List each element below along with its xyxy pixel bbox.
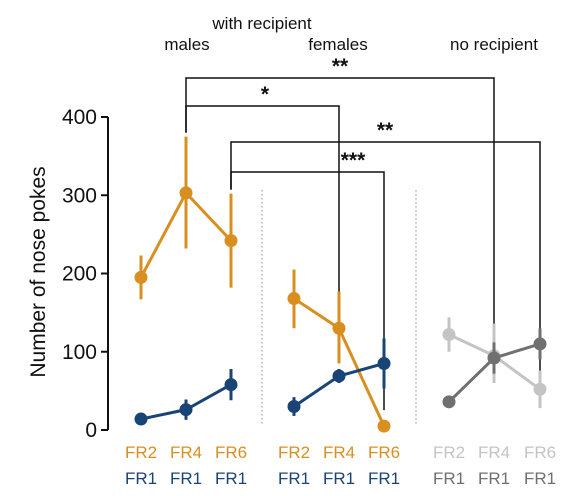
significance-label-1: * (261, 83, 270, 106)
data-point-g0-s1-2 (224, 378, 238, 392)
y-axis: 0 100 200 300 400 (62, 106, 109, 442)
data-point-g1-s0-0 (287, 292, 301, 306)
y-tick-label-0: 0 (85, 419, 97, 442)
y-axis-label: Number of nose pokes (27, 166, 50, 377)
header-males: males (164, 35, 209, 54)
y-tick-label-2: 200 (62, 263, 97, 286)
x-label-g0-s0-2: FR6 (215, 443, 247, 462)
data-point-g2-s1-2 (533, 337, 547, 351)
x-label-g2-s1-1: FR1 (478, 469, 510, 488)
significance-brackets: ******** (185, 55, 541, 411)
plot-area (134, 136, 547, 433)
data-point-g0-s0-0 (134, 270, 148, 284)
y-tick-label-1: 100 (62, 341, 97, 364)
significance-label-3: *** (341, 149, 366, 172)
x-label-g1-s1-1: FR1 (323, 469, 355, 488)
data-point-g1-s0-1 (332, 321, 346, 335)
x-label-g0-s1-0: FR1 (125, 469, 157, 488)
header-no-recipient: no recipient (450, 35, 538, 54)
x-label-g0-s1-2: FR1 (215, 469, 247, 488)
x-label-g2-s0-1: FR4 (478, 443, 510, 462)
data-point-g0-s0-2 (224, 234, 238, 248)
x-label-g1-s1-2: FR1 (368, 469, 400, 488)
significance-bracket-2 (230, 141, 541, 374)
x-label-g1-s1-0: FR1 (278, 469, 310, 488)
data-point-g2-s0-2 (533, 382, 547, 396)
data-point-g0-s1-1 (179, 403, 193, 417)
x-label-g2-s0-0: FR2 (433, 443, 465, 462)
data-point-g1-s1-2 (377, 356, 391, 370)
significance-label-0: ** (332, 55, 349, 78)
data-point-g1-s0-2 (377, 419, 391, 433)
data-point-g1-s1-0 (287, 400, 301, 414)
header-females: females (308, 35, 368, 54)
data-point-g2-s0-0 (442, 328, 456, 342)
data-point-g1-s1-1 (332, 369, 346, 383)
x-label-g1-s0-1: FR4 (323, 443, 355, 462)
group-headers: with recipient males females no recipien… (164, 14, 538, 54)
x-label-g2-s1-0: FR1 (433, 469, 465, 488)
x-axis-labels: FR2 FR4 FR6 FR1 FR1 FR1 FR2 FR4 FR6 FR1 FR1 FR1 FR2 F… (125, 443, 556, 488)
data-point-g0-s0-1 (179, 186, 193, 200)
y-tick-label-4: 400 (62, 106, 97, 129)
group-dividers (261, 190, 417, 426)
x-label-g0-s1-1: FR1 (170, 469, 202, 488)
significance-bracket-1 (185, 105, 340, 313)
x-label-g0-s0-1: FR4 (170, 443, 202, 462)
header-with-recipient: with recipient (211, 14, 311, 33)
x-label-g2-s0-2: FR6 (524, 443, 556, 462)
y-tick-label-3: 300 (62, 184, 97, 207)
data-point-g0-s1-0 (134, 412, 148, 426)
x-label-g2-s1-2: FR1 (524, 469, 556, 488)
x-label-g1-s0-0: FR2 (278, 443, 310, 462)
significance-bracket-3 (230, 171, 385, 411)
data-point-g2-s1-0 (442, 395, 456, 409)
significance-label-2: ** (377, 119, 394, 142)
x-label-g1-s0-2: FR6 (368, 443, 400, 462)
data-point-g2-s1-1 (487, 351, 501, 365)
x-label-g0-s0-0: FR2 (125, 443, 157, 462)
